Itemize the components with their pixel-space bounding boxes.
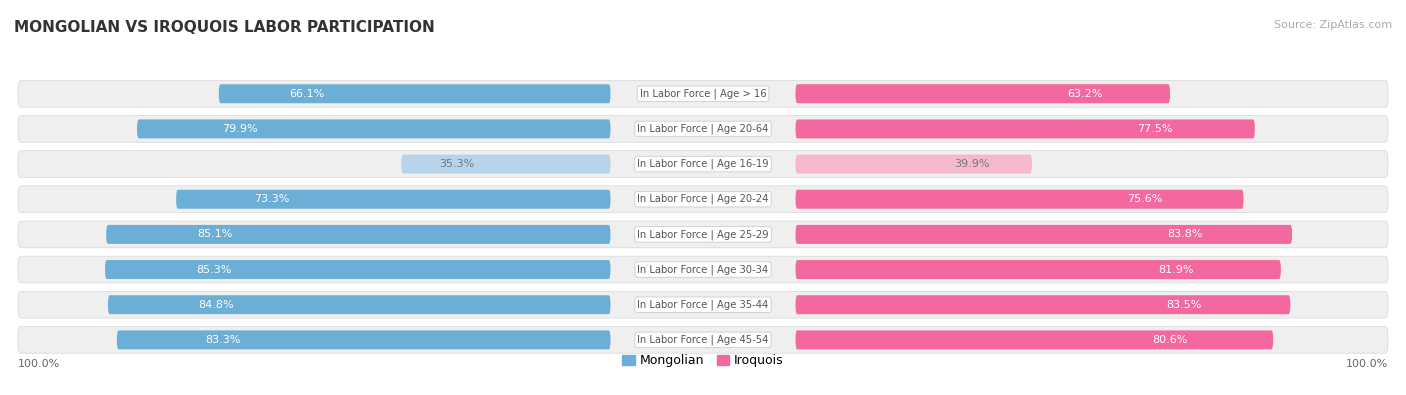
FancyBboxPatch shape [796, 84, 1170, 103]
FancyBboxPatch shape [117, 330, 610, 349]
Text: In Labor Force | Age 25-29: In Labor Force | Age 25-29 [637, 229, 769, 240]
Text: In Labor Force | Age > 16: In Labor Force | Age > 16 [640, 88, 766, 99]
Text: 79.9%: 79.9% [222, 124, 257, 134]
Text: 83.3%: 83.3% [205, 335, 240, 345]
Text: In Labor Force | Age 20-64: In Labor Force | Age 20-64 [637, 124, 769, 134]
Text: 84.8%: 84.8% [198, 300, 233, 310]
Text: In Labor Force | Age 35-44: In Labor Force | Age 35-44 [637, 299, 769, 310]
FancyBboxPatch shape [18, 151, 1388, 177]
Text: 75.6%: 75.6% [1128, 194, 1163, 204]
Text: 73.3%: 73.3% [254, 194, 290, 204]
FancyBboxPatch shape [796, 295, 1291, 314]
FancyBboxPatch shape [136, 119, 610, 138]
Text: 63.2%: 63.2% [1067, 89, 1102, 99]
Text: 66.1%: 66.1% [290, 89, 325, 99]
Text: 83.5%: 83.5% [1166, 300, 1201, 310]
Text: 100.0%: 100.0% [1346, 359, 1388, 369]
FancyBboxPatch shape [107, 225, 610, 244]
FancyBboxPatch shape [176, 190, 610, 209]
FancyBboxPatch shape [796, 154, 1032, 173]
FancyBboxPatch shape [18, 256, 1388, 283]
FancyBboxPatch shape [219, 84, 610, 103]
Text: 81.9%: 81.9% [1159, 265, 1194, 275]
Text: In Labor Force | Age 45-54: In Labor Force | Age 45-54 [637, 335, 769, 345]
Text: Source: ZipAtlas.com: Source: ZipAtlas.com [1274, 20, 1392, 30]
Text: 83.8%: 83.8% [1167, 229, 1202, 239]
FancyBboxPatch shape [18, 292, 1388, 318]
FancyBboxPatch shape [796, 330, 1274, 349]
Text: 85.1%: 85.1% [197, 229, 232, 239]
Text: In Labor Force | Age 20-24: In Labor Force | Age 20-24 [637, 194, 769, 205]
Text: 35.3%: 35.3% [439, 159, 474, 169]
Text: 85.3%: 85.3% [195, 265, 232, 275]
FancyBboxPatch shape [796, 225, 1292, 244]
FancyBboxPatch shape [18, 116, 1388, 142]
Text: 77.5%: 77.5% [1136, 124, 1173, 134]
Text: 100.0%: 100.0% [18, 359, 60, 369]
Text: In Labor Force | Age 16-19: In Labor Force | Age 16-19 [637, 159, 769, 169]
FancyBboxPatch shape [18, 81, 1388, 107]
FancyBboxPatch shape [796, 190, 1243, 209]
FancyBboxPatch shape [18, 327, 1388, 353]
Legend: Mongolian, Iroquois: Mongolian, Iroquois [617, 349, 789, 372]
FancyBboxPatch shape [796, 119, 1254, 138]
FancyBboxPatch shape [18, 186, 1388, 213]
Text: 39.9%: 39.9% [953, 159, 990, 169]
Text: 80.6%: 80.6% [1152, 335, 1187, 345]
Text: In Labor Force | Age 30-34: In Labor Force | Age 30-34 [637, 264, 769, 275]
Text: MONGOLIAN VS IROQUOIS LABOR PARTICIPATION: MONGOLIAN VS IROQUOIS LABOR PARTICIPATIO… [14, 20, 434, 35]
FancyBboxPatch shape [401, 154, 610, 173]
FancyBboxPatch shape [105, 260, 610, 279]
FancyBboxPatch shape [18, 221, 1388, 248]
FancyBboxPatch shape [796, 260, 1281, 279]
FancyBboxPatch shape [108, 295, 610, 314]
